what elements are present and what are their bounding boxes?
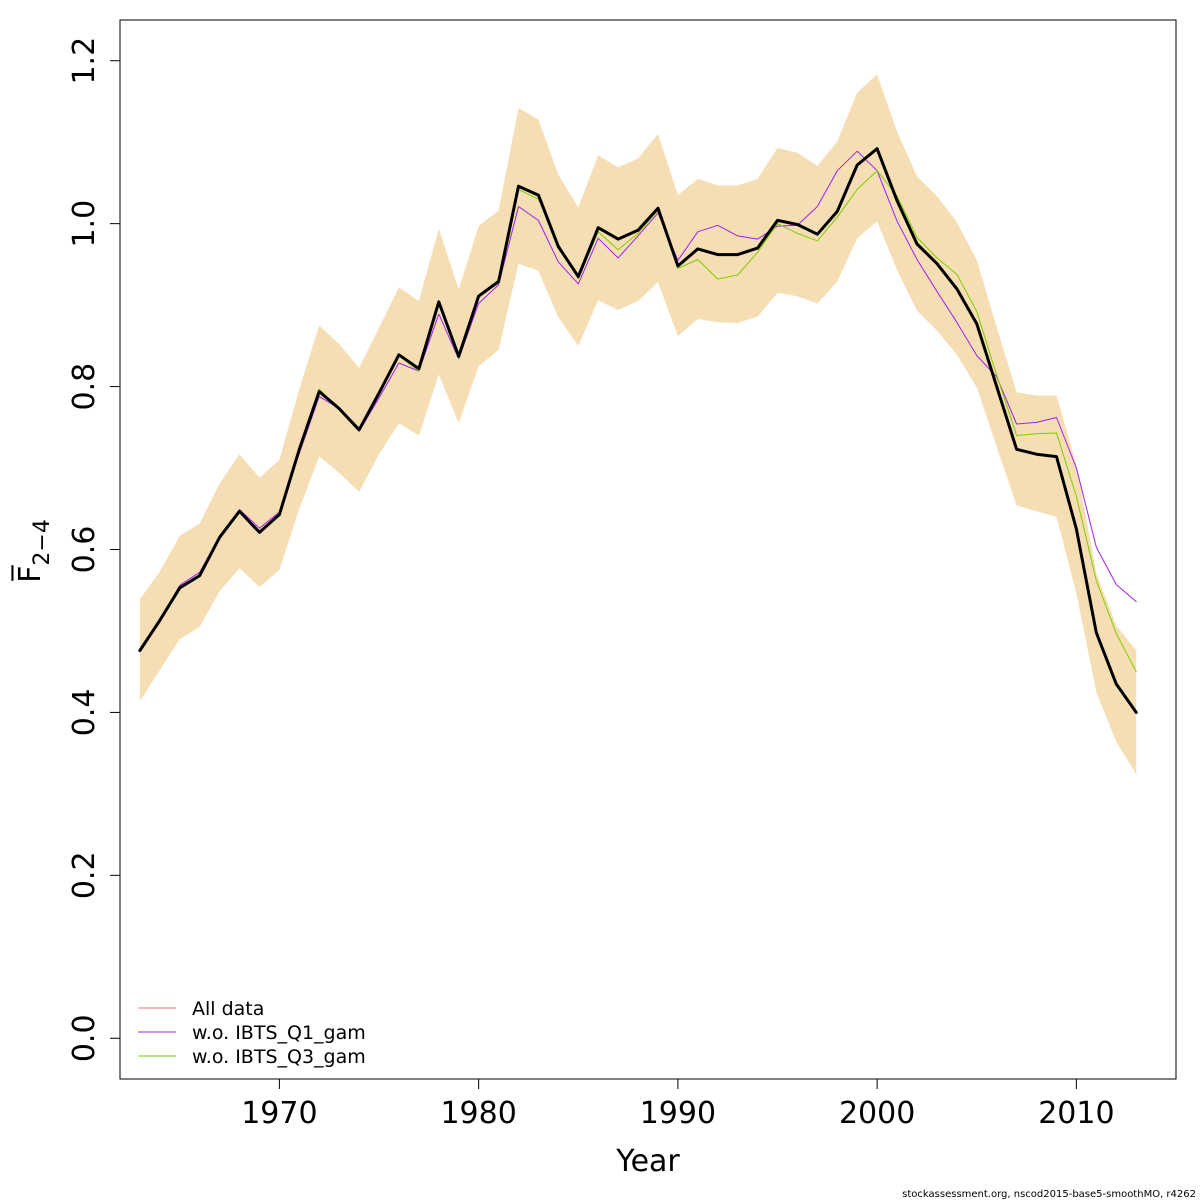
legend-label-1: w.o. IBTS_Q1_gam	[192, 1022, 366, 1044]
legend-label-2: w.o. IBTS_Q3_gam	[192, 1046, 366, 1068]
series-layer	[138, 147, 1138, 714]
x-tick-label-1970: 1970	[241, 1096, 317, 1131]
y-tick-label-4: 0.8	[67, 363, 102, 411]
y-axis-title-group: F̅2−4	[11, 519, 55, 583]
y-tick-label-6: 1.2	[67, 37, 102, 85]
y-tick-label-group-6: 1.2	[67, 37, 102, 85]
y-tick-label-group-3: 0.6	[67, 526, 102, 574]
y-tick-label-group-2: 0.4	[67, 689, 102, 737]
y-tick-label-5: 1.0	[67, 200, 102, 248]
series-line-3	[138, 147, 1138, 714]
x-tick-label-1990: 1990	[640, 1096, 716, 1131]
legend-label-0: All data	[192, 998, 264, 1020]
y-axis-title-subscript: 2−4	[30, 519, 55, 565]
y-tick-label-0: 0.0	[67, 1014, 102, 1062]
y-tick-label-group-1: 0.2	[67, 851, 102, 899]
x-axis-title: Year	[615, 1144, 680, 1179]
y-tick-label-group-5: 1.0	[67, 200, 102, 248]
x-axis: 1970 1980 1990 2000 2010	[241, 1079, 1115, 1131]
y-tick-label-3: 0.6	[67, 526, 102, 574]
y-tick-label-1: 0.2	[67, 851, 102, 899]
x-tick-label-2010: 2010	[1038, 1096, 1114, 1131]
confidence-band-layer	[139, 74, 1137, 775]
confidence-band	[139, 74, 1137, 775]
y-axis-title-main: F̅	[11, 565, 48, 583]
x-tick-label-2000: 2000	[839, 1096, 915, 1131]
y-tick-label-group-4: 0.8	[67, 363, 102, 411]
y-axis-title: F̅2−4	[11, 519, 55, 583]
x-tick-label-1980: 1980	[440, 1096, 516, 1131]
y-tick-label-2: 0.4	[67, 689, 102, 737]
y-tick-label-group-0: 0.0	[67, 1014, 102, 1062]
y-axis: 0.0 0.2 0.4 0.6 0.8 1.0 1.2	[67, 37, 120, 1062]
footer-note: stockassessment.org, nscod2015-base5-smo…	[902, 1189, 1196, 1200]
